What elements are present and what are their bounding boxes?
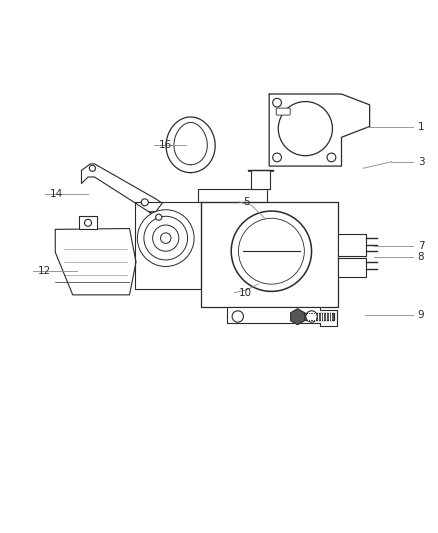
Text: 10: 10	[239, 288, 252, 298]
Circle shape	[160, 233, 171, 244]
FancyBboxPatch shape	[276, 108, 290, 115]
Text: 1: 1	[418, 122, 424, 132]
Text: 16: 16	[159, 140, 172, 150]
Circle shape	[273, 153, 282, 162]
Circle shape	[273, 98, 282, 107]
Text: 3: 3	[418, 157, 424, 167]
Circle shape	[138, 210, 194, 266]
Circle shape	[278, 102, 332, 156]
Polygon shape	[198, 189, 267, 203]
Text: 7: 7	[418, 240, 424, 251]
Polygon shape	[55, 229, 136, 295]
Circle shape	[306, 311, 317, 322]
Polygon shape	[227, 306, 337, 326]
Polygon shape	[338, 234, 366, 256]
Circle shape	[238, 219, 304, 284]
Polygon shape	[149, 212, 166, 222]
Circle shape	[231, 211, 311, 292]
Circle shape	[232, 311, 244, 322]
Circle shape	[152, 225, 179, 251]
Circle shape	[155, 214, 162, 220]
Polygon shape	[201, 203, 338, 306]
Polygon shape	[79, 216, 97, 229]
Polygon shape	[291, 309, 304, 325]
Text: 5: 5	[243, 197, 250, 207]
Polygon shape	[135, 203, 201, 289]
Text: 14: 14	[49, 189, 63, 199]
Circle shape	[89, 165, 95, 171]
Circle shape	[141, 199, 148, 206]
Circle shape	[85, 220, 92, 227]
Circle shape	[144, 216, 187, 260]
Polygon shape	[338, 258, 366, 277]
Polygon shape	[81, 164, 162, 212]
Text: 12: 12	[38, 266, 51, 276]
Circle shape	[327, 153, 336, 162]
Text: 8: 8	[418, 252, 424, 262]
Polygon shape	[269, 94, 370, 166]
Polygon shape	[251, 169, 270, 189]
Text: 9: 9	[418, 310, 424, 320]
